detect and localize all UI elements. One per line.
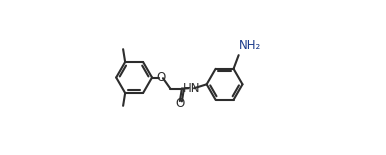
Text: O: O bbox=[156, 71, 166, 84]
Text: NH₂: NH₂ bbox=[239, 39, 262, 52]
Text: HN: HN bbox=[183, 82, 200, 95]
Text: O: O bbox=[175, 97, 185, 110]
